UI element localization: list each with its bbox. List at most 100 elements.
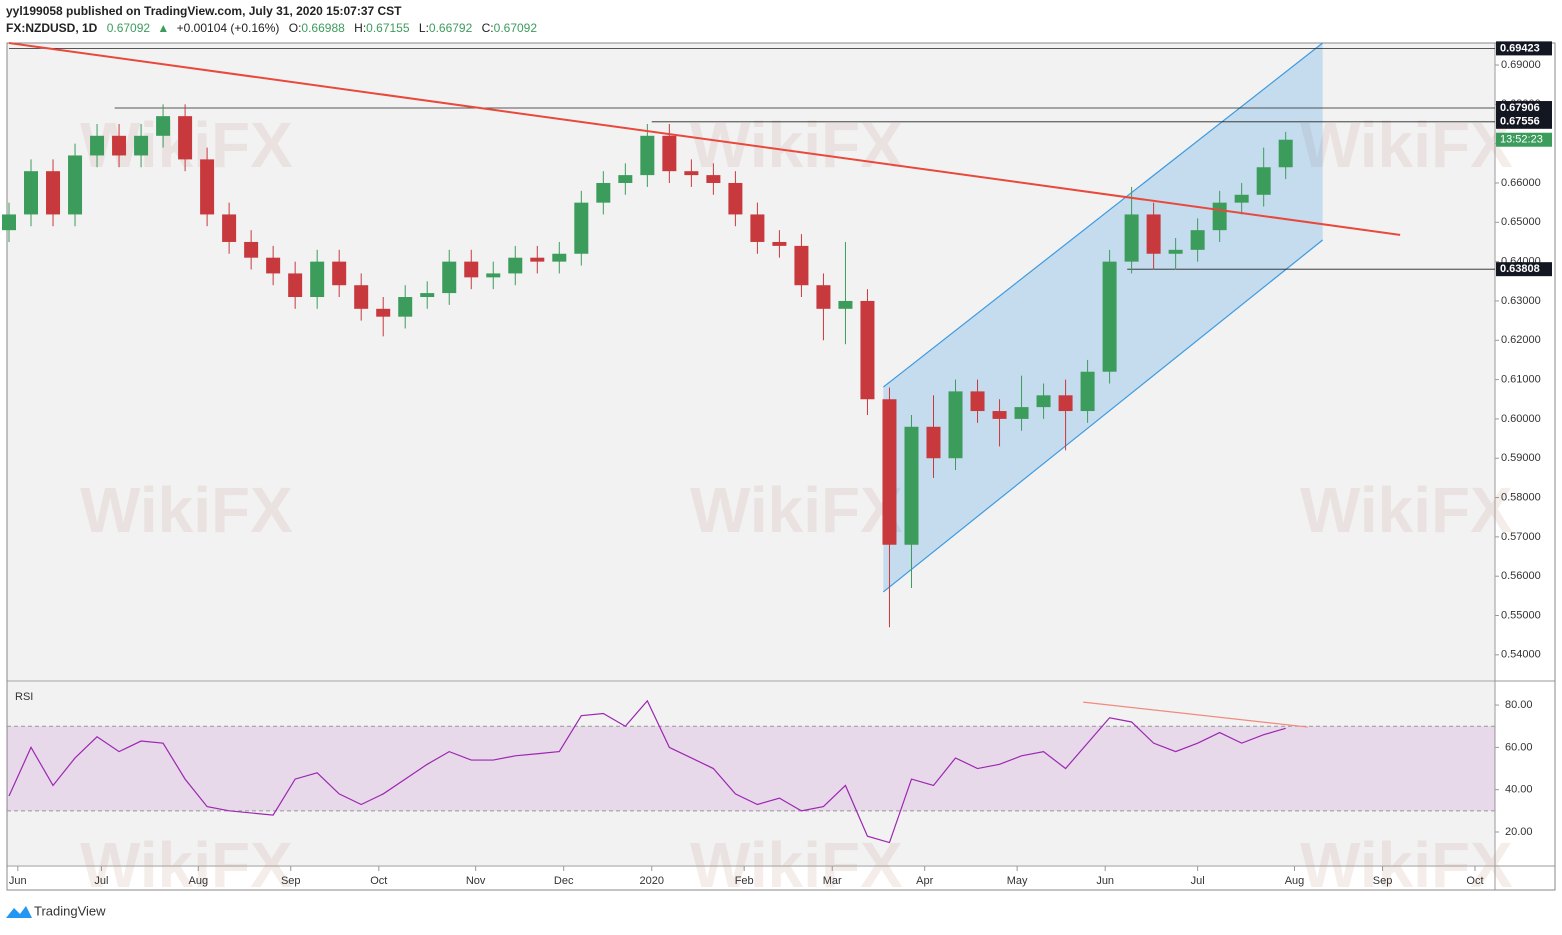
candle-body [1168, 249, 1183, 254]
y-tick-label: 0.69000 [1501, 59, 1541, 71]
candle-body [596, 182, 611, 203]
candle-body [1234, 194, 1249, 203]
change: +0.00104 (+0.16%) [177, 21, 280, 35]
candle-body [1080, 371, 1095, 412]
channel-upper [882, 42, 1324, 388]
candle-body [904, 426, 919, 545]
ohlc-line: FX:NZDUSD, 1D 0.67092 ▲ +0.00104 (+0.16%… [6, 21, 537, 35]
x-tick-label: Jun [9, 875, 27, 887]
watermark: WikiFX [1300, 829, 1513, 901]
y-tick-label: 80.00 [1505, 699, 1533, 711]
high-label: H: [354, 21, 366, 35]
y-tick-label: 0.59000 [1501, 452, 1541, 464]
rsi-pane [7, 682, 1495, 865]
candle-body [244, 241, 259, 258]
candle-body [310, 261, 325, 298]
x-tick-label: Sep [281, 875, 301, 887]
candle-body [640, 135, 655, 176]
candle-body [464, 261, 479, 278]
price-pane [7, 43, 1495, 680]
logo-icon [6, 906, 32, 918]
level-tag [1496, 101, 1552, 116]
x-tick-label: Apr [916, 875, 933, 887]
candle-body [266, 257, 281, 274]
timer-tag [1496, 132, 1552, 147]
frame [6, 42, 1556, 891]
candle-body [508, 257, 523, 274]
candle-body [816, 285, 831, 309]
watermark: WikiFX [690, 829, 903, 901]
candle-body [860, 300, 875, 400]
candle-body [68, 155, 83, 215]
publisher: yyl199058 published on TradingView.com, … [6, 4, 402, 18]
candle-body [2, 214, 16, 231]
candle-body [684, 171, 699, 176]
candle-body [156, 116, 171, 136]
trendline [8, 42, 1401, 236]
level-label: 0.69423 [1500, 42, 1540, 54]
y-tick-label: 0.62000 [1501, 334, 1541, 346]
x-tick-label: Feb [735, 875, 754, 887]
level-tag [1496, 262, 1552, 277]
candle-body [1146, 214, 1161, 254]
close-label: C: [482, 21, 494, 35]
watermark: WikiFX [1300, 109, 1513, 181]
rsi-band [7, 726, 1495, 811]
candle-body [750, 214, 765, 242]
level-tag [1496, 114, 1552, 129]
candle-body [134, 135, 149, 156]
rsi-line [8, 699, 1286, 844]
x-tick-label: Aug [189, 875, 209, 887]
candle-body [1102, 261, 1117, 372]
candle-body [376, 308, 391, 317]
last: 0.67092 [107, 21, 151, 35]
x-tick-label: Jun [1096, 875, 1114, 887]
y-tick-label: 0.55000 [1501, 609, 1541, 621]
x-tick-label: Oct [1466, 875, 1483, 887]
candle-body [442, 261, 457, 294]
candle-body [1278, 139, 1293, 168]
x-tick-label: Nov [466, 875, 486, 887]
watermark: WikiFX [80, 474, 293, 546]
candle-body [222, 214, 237, 242]
candle-body [970, 391, 985, 412]
candle-body [46, 171, 61, 215]
candle-body [200, 159, 215, 215]
y-tick-label: 0.58000 [1501, 491, 1541, 503]
candle-body [530, 257, 545, 262]
pane-title: RSI [15, 691, 33, 703]
x-tick-label: Mar [823, 875, 842, 887]
timer: 13:52:23 [1500, 134, 1543, 146]
logo: TradingView [6, 903, 106, 918]
candle-body [288, 273, 303, 298]
level-label: 0.67556 [1500, 116, 1540, 128]
x-tick-label: May [1007, 875, 1028, 887]
candle-body [354, 285, 369, 309]
channel-lower [882, 239, 1324, 593]
x-tick-label: Oct [370, 875, 387, 887]
level-label: 0.67906 [1500, 102, 1540, 114]
candle-body [1190, 230, 1205, 250]
candle-body [618, 175, 633, 183]
candle-body [398, 297, 413, 317]
watermarks: WikiFX WikiFX WikiFX WikiFX WikiFX WikiF… [80, 109, 1513, 901]
candle-body [662, 135, 677, 172]
x-tick-label: Sep [1373, 875, 1393, 887]
candle-body [90, 135, 105, 156]
arrow: ▲ [157, 21, 169, 35]
candle-body [332, 261, 347, 286]
candle-body [926, 426, 941, 459]
y-tick-label: 0.66000 [1501, 177, 1541, 189]
y-tick-label: 0.65000 [1501, 216, 1541, 228]
x-tick-label: 2020 [640, 875, 664, 887]
candle-body [772, 241, 787, 246]
y-tick-label: 0.54000 [1501, 649, 1541, 661]
close: 0.67092 [494, 21, 538, 35]
candle-body [486, 273, 501, 278]
open-label: O: [289, 21, 302, 35]
candle-body [420, 293, 435, 298]
y-tick-label: 60.00 [1505, 741, 1533, 753]
symbol: FX:NZDUSD, 1D [6, 21, 98, 35]
candle-body [882, 399, 897, 545]
candle-body [1014, 407, 1029, 419]
